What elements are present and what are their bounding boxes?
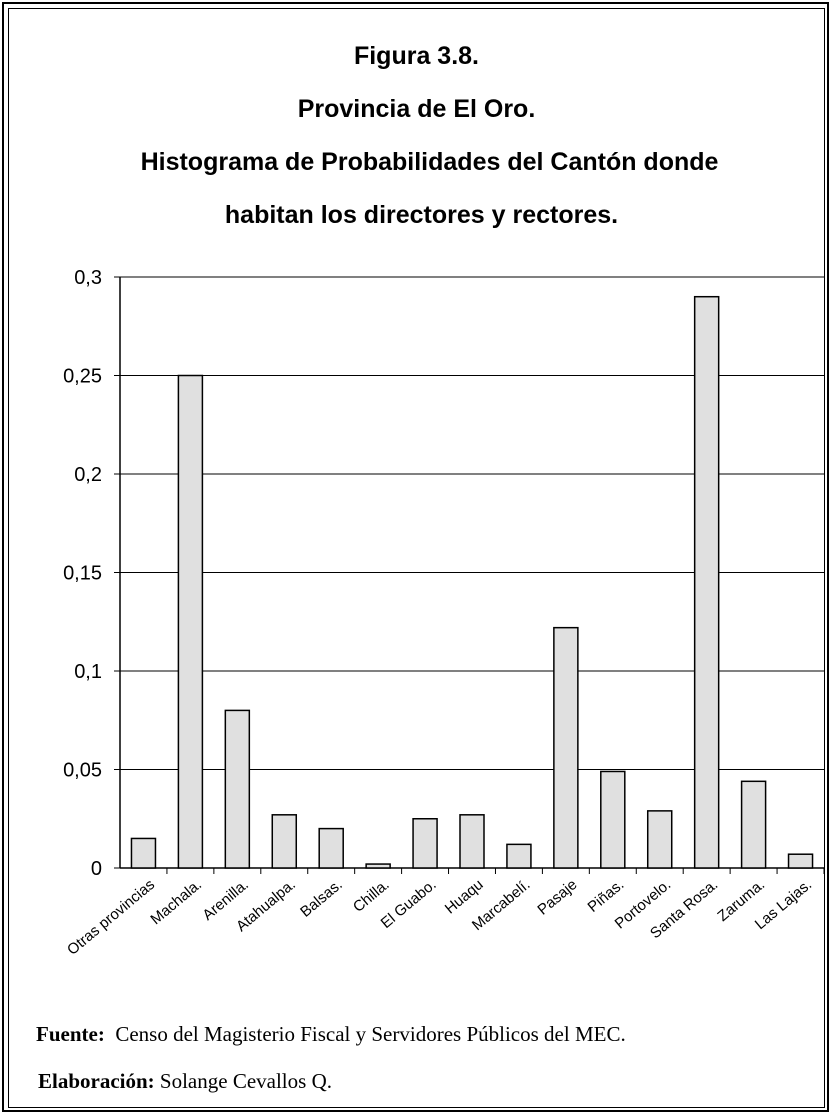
y-tick-label: 0: [91, 858, 102, 880]
y-tick-label: 0,25: [63, 366, 102, 388]
y-tick-label: 0,05: [63, 760, 102, 782]
footer-credit-text: Solange Cevallos Q.: [159, 1069, 332, 1093]
x-category-label: Machala.: [147, 876, 205, 928]
footer-credit-label: Elaboración:: [38, 1069, 155, 1093]
x-category-label: Piñas.: [584, 876, 627, 916]
bar: [224, 709, 251, 869]
bar: [600, 770, 626, 869]
chart-title-line-1: Provincia de El Oro.: [297, 95, 536, 123]
bar: [365, 863, 391, 869]
x-category-label: Chilla.: [350, 876, 393, 916]
footer-credit: Elaboración: Solange Cevallos Q.: [38, 1069, 332, 1094]
footer-source: Fuente: Censo del Magisterio Fiscal y Se…: [36, 1022, 626, 1047]
inner-frame: [8, 8, 825, 1108]
y-tick-label: 0,15: [63, 563, 102, 585]
bar: [318, 827, 344, 869]
bar: [787, 853, 814, 869]
chart-title-line-2: Histograma de Probabilidades del Cantón …: [140, 148, 719, 176]
y-tick-label: 0,1: [74, 661, 102, 683]
y-tick-label: 0,3: [74, 267, 102, 289]
footer-source-label: Fuente:: [36, 1022, 105, 1046]
bar: [271, 814, 298, 869]
bar: [553, 626, 579, 869]
bar: [646, 810, 673, 869]
figure-number: Figura 3.8.: [353, 42, 480, 70]
bar: [740, 780, 767, 869]
x-category-label: Pasaje: [534, 876, 580, 919]
footer-source-text: Censo del Magisterio Fiscal y Servidores…: [115, 1022, 626, 1046]
x-category-label: Otras provincias: [64, 876, 158, 959]
bar: [177, 374, 204, 869]
bar: [130, 837, 157, 869]
bar: [693, 295, 720, 869]
chart-title-line-3: habitan los directores y rectores.: [224, 201, 619, 229]
bar: [506, 843, 532, 869]
x-category-label: Balsas.: [297, 876, 346, 921]
bar: [459, 814, 485, 869]
y-tick-label: 0,2: [74, 464, 102, 486]
bar: [412, 818, 438, 869]
